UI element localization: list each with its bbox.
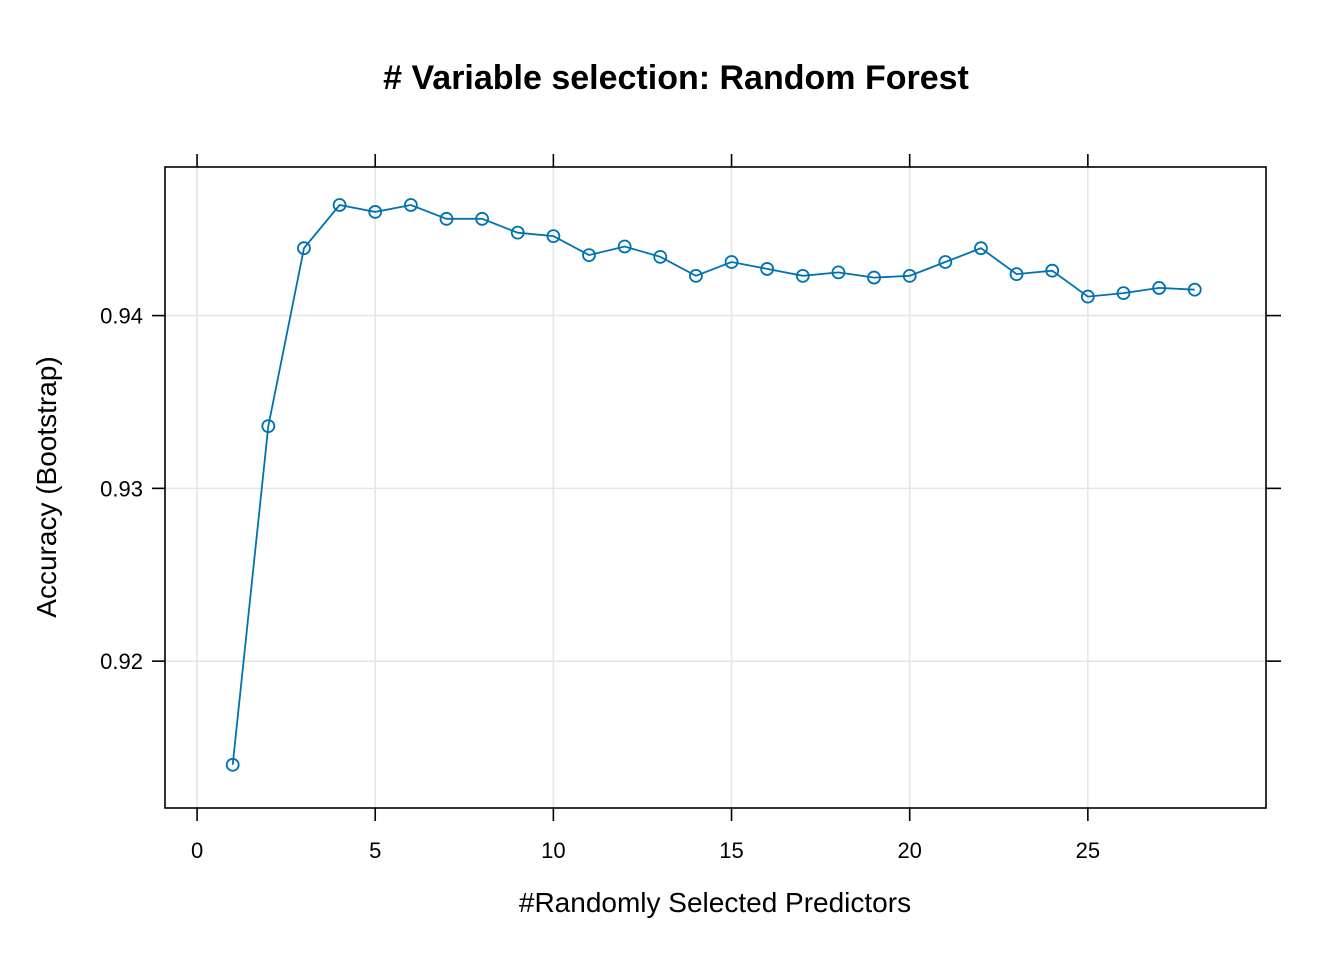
data-point [475, 211, 490, 226]
data-point [795, 268, 810, 283]
x-tick-label: 5 [369, 838, 381, 863]
data-point [1116, 286, 1131, 301]
data-point [1152, 281, 1167, 295]
x-axis-label: #Randomly Selected Predictors [519, 887, 911, 918]
grid [165, 167, 1266, 808]
data-point [332, 198, 347, 212]
data-point [867, 270, 881, 285]
data-point [1045, 263, 1060, 278]
y-axis-label: Accuracy (Bootstrap) [31, 356, 62, 617]
data-point [689, 268, 703, 283]
data-point [653, 249, 668, 264]
data-point [403, 198, 418, 212]
data-point [261, 419, 276, 434]
data-point [439, 211, 454, 226]
x-tick-label: 10 [541, 838, 565, 863]
data-point [297, 241, 311, 256]
data-point [938, 255, 953, 269]
chart-title: # Variable selection: Random Forest [383, 59, 969, 97]
data-point [902, 268, 917, 283]
data-point [546, 229, 561, 244]
data-point [724, 255, 739, 269]
data-point [582, 248, 596, 263]
series-line [231, 204, 1195, 765]
data-point [760, 262, 775, 276]
x-tick-label: 20 [897, 838, 921, 863]
data-series [225, 198, 1202, 772]
axis-ticks: 0 5 10 15 20 25 0.92 0.93 0.94 [100, 154, 1281, 863]
y-tick-label: 0.94 [100, 304, 143, 329]
data-point [831, 265, 846, 280]
data-point [1080, 289, 1095, 304]
y-tick-label: 0.93 [100, 476, 143, 501]
plot-frame [164, 166, 1267, 809]
data-point [225, 757, 240, 772]
x-tick-label: 25 [1076, 838, 1100, 863]
data-point [510, 225, 525, 240]
x-tick-label: 0 [191, 838, 203, 863]
data-point [1187, 282, 1202, 297]
data-point [617, 239, 632, 254]
x-tick-label: 15 [719, 838, 743, 863]
data-point [368, 205, 383, 219]
data-point [974, 241, 988, 256]
y-tick-label: 0.92 [100, 649, 143, 674]
data-point [1009, 267, 1024, 282]
